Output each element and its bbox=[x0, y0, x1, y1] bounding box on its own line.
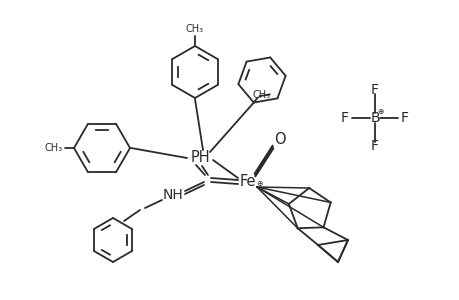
Text: F: F bbox=[370, 139, 378, 153]
Text: F: F bbox=[400, 111, 408, 125]
Text: O: O bbox=[274, 131, 285, 146]
Text: ⊕: ⊕ bbox=[376, 106, 382, 116]
Text: B: B bbox=[369, 111, 379, 125]
Text: PH: PH bbox=[190, 151, 209, 166]
Text: CH₃: CH₃ bbox=[252, 90, 270, 100]
Text: ⊕: ⊕ bbox=[255, 179, 262, 188]
Text: F: F bbox=[340, 111, 348, 125]
Text: CH₃: CH₃ bbox=[185, 24, 204, 34]
Text: Fe: Fe bbox=[239, 175, 256, 190]
Text: NH: NH bbox=[162, 188, 183, 202]
Text: F: F bbox=[370, 83, 378, 97]
Text: CH₃: CH₃ bbox=[45, 143, 63, 153]
